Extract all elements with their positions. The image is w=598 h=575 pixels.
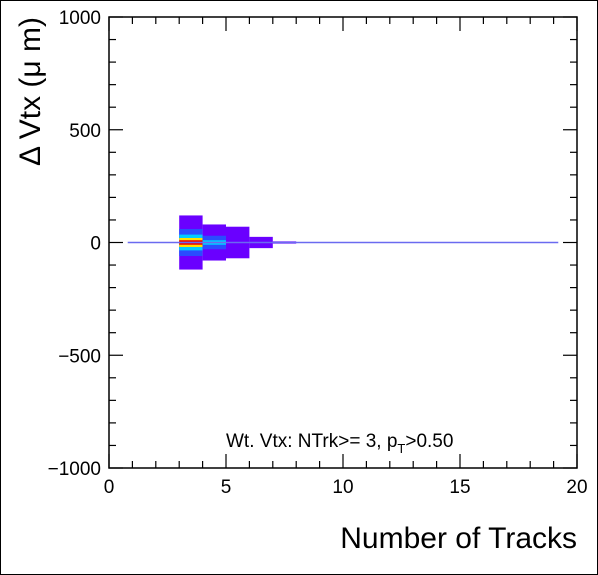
y-tick-label--1000: −1000 — [48, 459, 101, 480]
annotation-subscript: T — [397, 441, 405, 456]
axis-tick-labels: 0 5 10 15 20 1000 500 0 −500 −1000 — [48, 8, 588, 498]
x-tick-label-10: 10 — [332, 477, 353, 498]
annotation-prefix: Wt. Vtx: NTrk>= 3, p — [226, 431, 397, 452]
annotation-label: Wt. Vtx: NTrk>= 3, pT>0.50 — [226, 431, 453, 456]
axis-ticks — [108, 16, 578, 469]
x-tick-label-20: 20 — [566, 477, 587, 498]
y-tick-label--500: −500 — [58, 346, 101, 367]
x-axis-title: Number of Tracks — [340, 522, 577, 555]
y-tick-label-0: 0 — [90, 234, 101, 255]
y-axis-title: Δ Vtx (μ m) — [14, 17, 47, 166]
x-tick-label-0: 0 — [104, 477, 115, 498]
y-tick-label-500: 500 — [69, 121, 101, 142]
annotation-suffix: >0.50 — [405, 431, 453, 452]
x-tick-label-15: 15 — [449, 477, 470, 498]
x-tick-label-5: 5 — [221, 477, 232, 498]
y-tick-label-1000: 1000 — [59, 8, 101, 29]
